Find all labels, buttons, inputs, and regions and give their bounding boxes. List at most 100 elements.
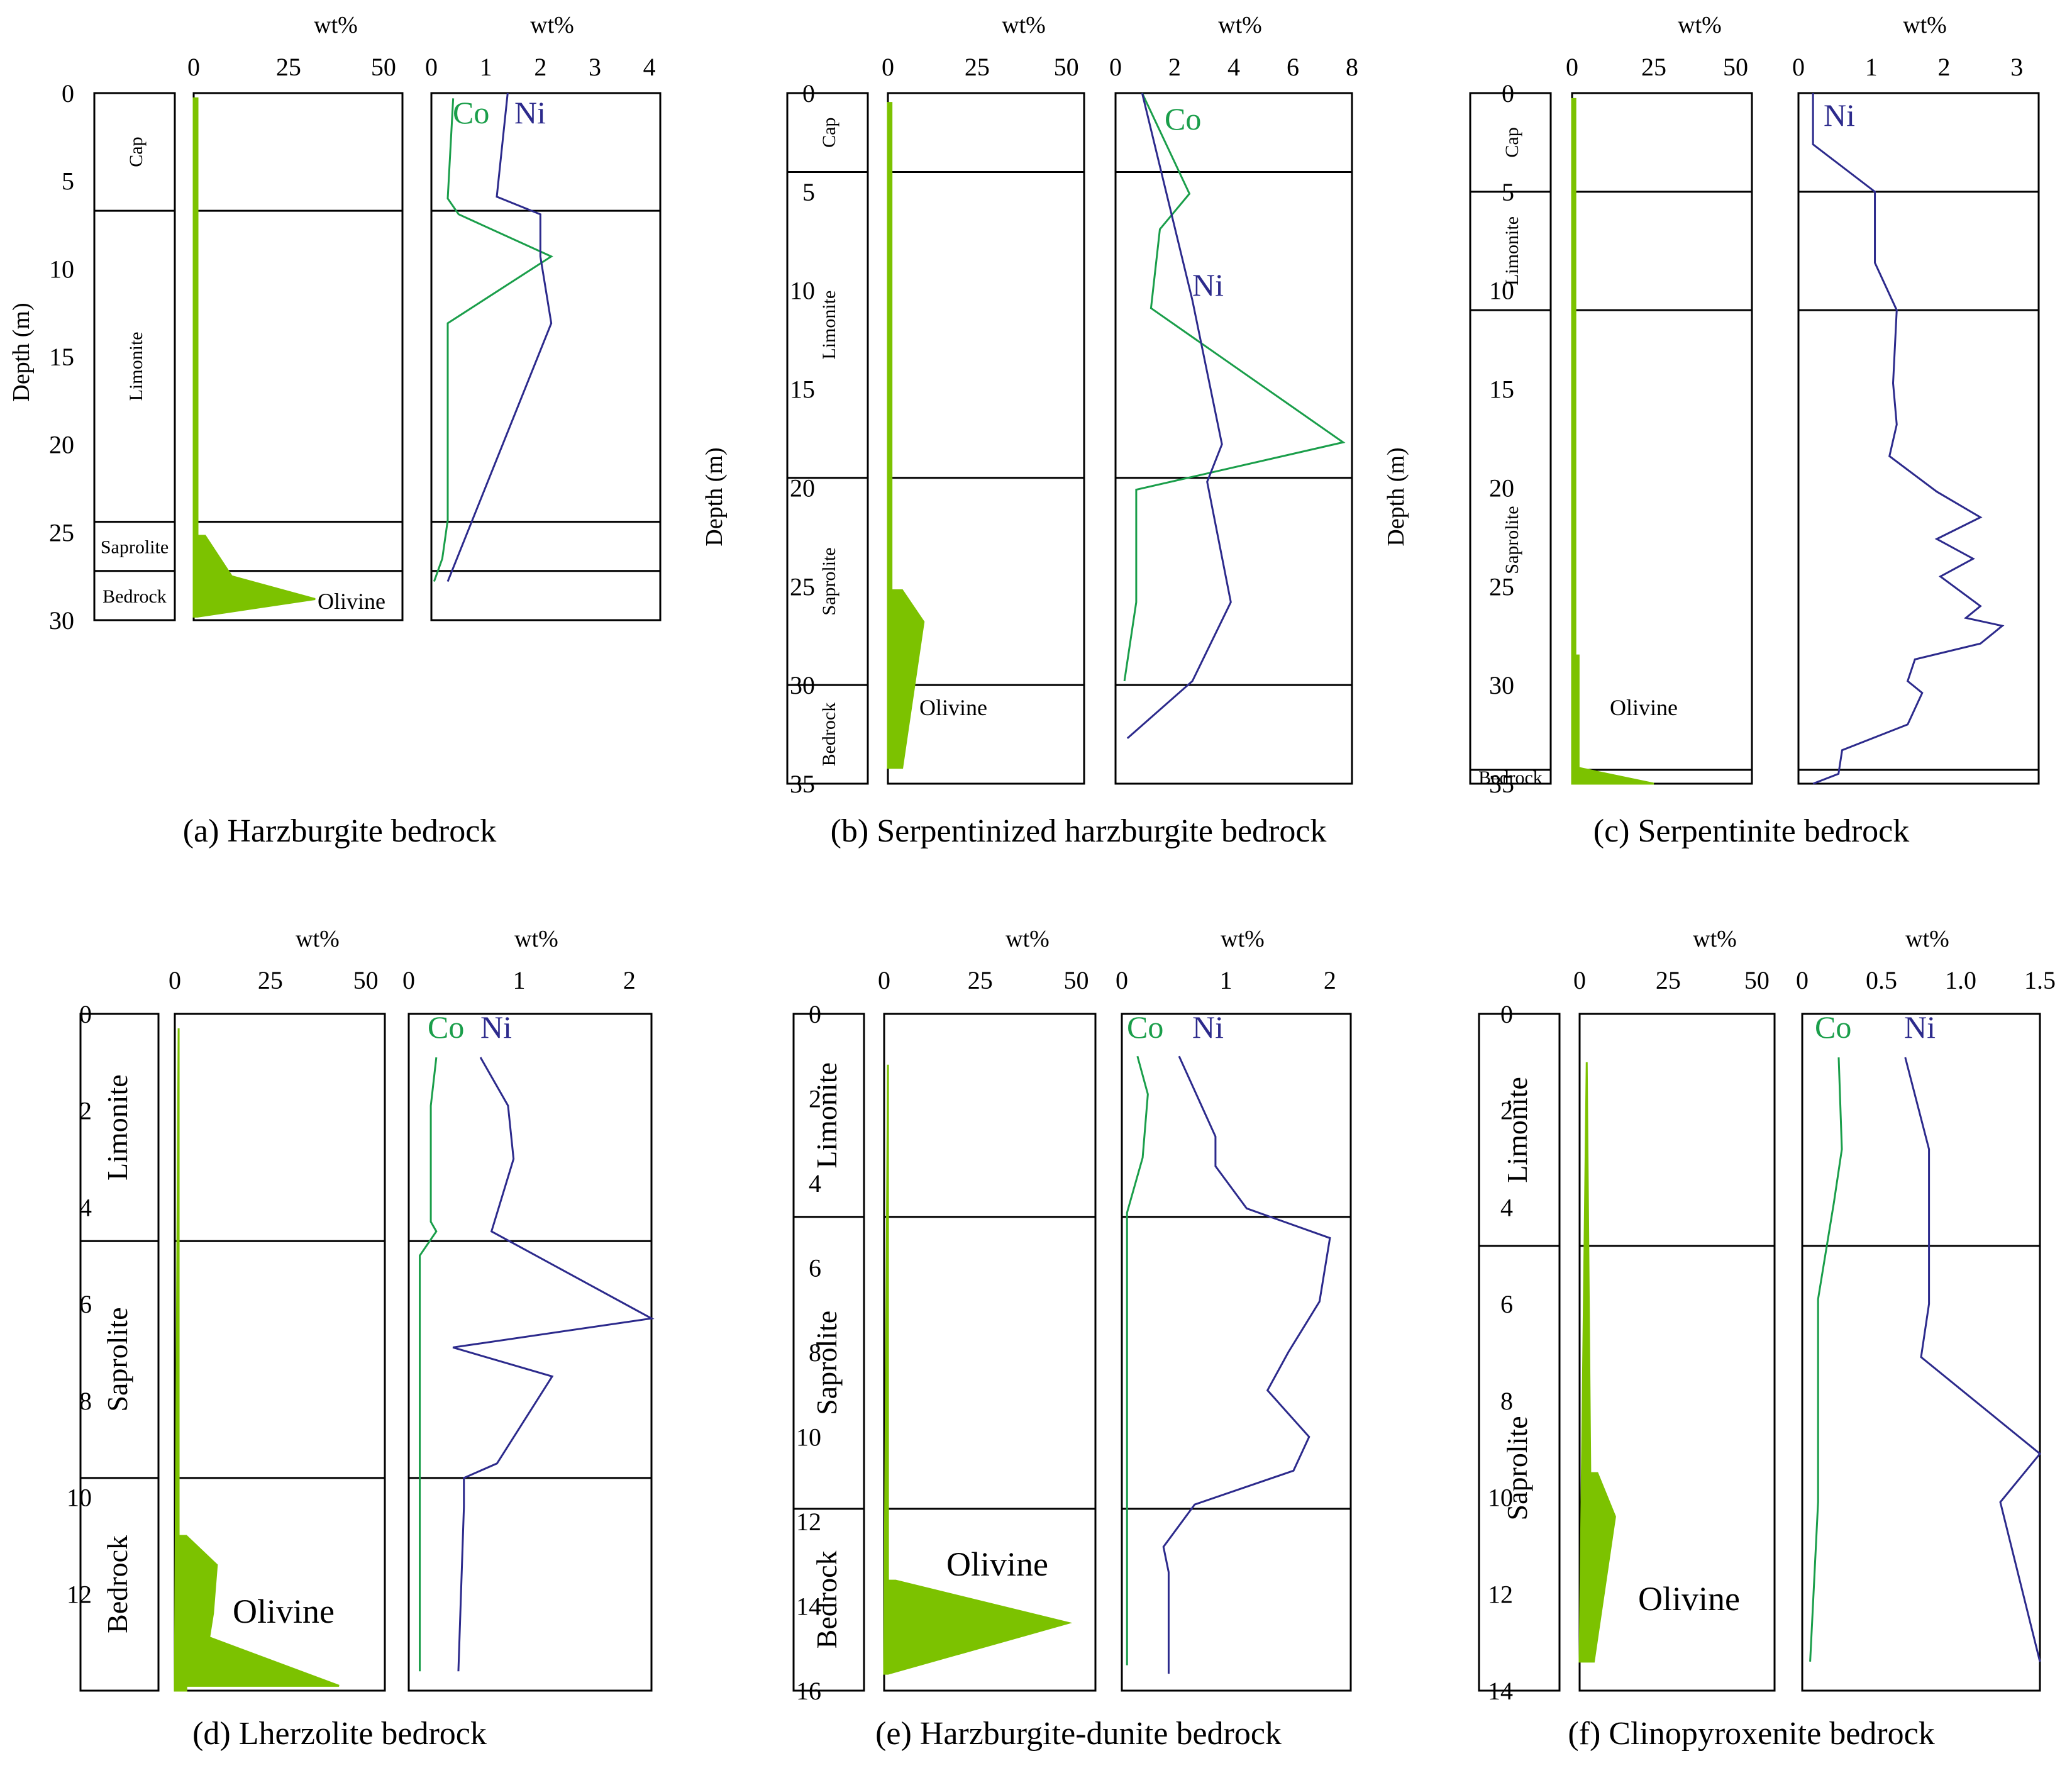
zone-label: Limonite [819,291,839,360]
zone-label: Limonite [126,331,147,401]
element-panel-frame [407,1013,653,1692]
olivine-label: Olivine [1638,1580,1740,1618]
depth-tick-label: 30 [1489,671,1514,699]
olivine-axis-label: wt% [314,12,358,38]
depth-axis-label: Depth (m) [1383,447,1409,546]
zone-label: Saprolite [811,1311,843,1415]
olivine-panel-frame [1571,92,1753,785]
olivine-tick-label: 0 [187,53,200,81]
depth-tick-label: 25 [1489,572,1514,601]
element-panel-frame [1121,1013,1352,1692]
olivine-tick-label: 0 [1566,53,1578,81]
depth-axis-label: Depth (m) [701,447,728,546]
panel-d: (d) Lherzolite bedrock024681012LimoniteS… [67,926,655,1752]
olivine-tick-label: 50 [1054,53,1079,81]
element-tick-label: 1.5 [2024,966,2056,994]
depth-tick-label: 2 [809,1085,821,1113]
depth-tick-label: 30 [49,606,74,635]
zone-label: Saprolite [1502,506,1522,574]
ni-line [1812,93,2005,785]
depth-tick-label: 10 [67,1484,92,1512]
depth-tick-label: 12 [67,1580,92,1608]
olivine-panel-frame [174,1013,386,1692]
olivine-tick-label: 25 [1656,966,1681,994]
lithology-column [792,1013,865,1692]
depth-tick-label: 15 [49,343,74,371]
panel-b: (b) Serpentinized harzburgite bedrock Dep… [701,12,1358,849]
zone-label: Cap [126,136,147,167]
zone-label: Limonite [1502,216,1522,286]
olivine-tick-label: 25 [1641,53,1666,81]
zone-label: Bedrock [1478,767,1543,788]
element-panel-frame [1797,92,2040,785]
olivine-panel-frame [192,92,404,621]
olivine-tick-label: 0 [878,966,890,994]
element-axis-label: wt% [1905,926,1949,952]
olivine-area [1578,1062,1616,1663]
olivine-axis-label: wt% [1693,926,1737,952]
element-tick-label: 4 [643,53,656,81]
zone-label: Limonite [1501,1077,1533,1183]
element-tick-label: 3 [589,53,601,81]
element-tick-label: 1 [1219,966,1232,994]
element-tick-label: 6 [1287,53,1299,81]
zone-label: Cap [819,118,839,148]
zone-label: Bedrock [101,1535,133,1633]
olivine-label: Olivine [318,589,385,614]
zone-label: Limonite [811,1062,843,1169]
depth-tick-label: 4 [1500,1193,1513,1221]
olivine-area [887,102,925,769]
ni-series-label: Ni [514,95,546,130]
co-line [1126,1055,1149,1665]
olivine-tick-label: 25 [965,53,990,81]
element-tick-label: 2 [1324,966,1336,994]
depth-tick-label: 10 [49,255,74,283]
olivine-tick-label: 50 [1723,53,1748,81]
element-tick-label: 4 [1227,53,1240,81]
element-tick-label: 2 [534,53,546,81]
element-axis-label: wt% [530,12,574,38]
olivine-area [192,97,316,618]
zone-label: Bedrock [819,703,839,767]
depth-tick-label: 12 [1488,1580,1513,1608]
co-line [1123,92,1346,682]
zone-label: Limonite [101,1074,133,1181]
element-panel-frame [1114,92,1353,785]
element-tick-label: 0 [1792,53,1805,81]
element-tick-label: 2 [623,966,636,994]
element-tick-label: 1.0 [1945,966,1976,994]
panel-caption: (f) Clinopyroxenite bedrock [1568,1716,1934,1752]
element-axis-label: wt% [514,926,558,952]
olivine-axis-label: wt% [296,926,340,952]
olivine-tick-label: 50 [353,966,379,994]
ni-line [1162,1055,1331,1674]
depth-tick-label: 4 [809,1169,821,1198]
element-tick-label: 0 [425,53,438,81]
depth-tick-label: 2 [1500,1097,1513,1125]
depth-tick-label: 12 [796,1508,821,1536]
depth-tick-label: 8 [809,1338,821,1367]
lithology-column [786,92,869,785]
zone-label: Cap [1502,127,1522,157]
depth-tick-label: 10 [790,277,815,305]
co-series-label: Co [1165,101,1201,136]
depth-tick-label: 8 [1500,1387,1513,1415]
co-series-label: Co [453,95,489,130]
ni-series-label: Ni [1192,267,1224,303]
olivine-label: Olivine [919,695,987,720]
panel-caption: (d) Lherzolite bedrock [192,1716,487,1752]
olivine-tick-label: 25 [258,966,283,994]
element-tick-label: 0 [1116,966,1128,994]
lithology-column [93,92,176,621]
co-line [1809,1057,1843,1662]
olivine-label: Olivine [233,1593,335,1630]
zone-label: Saprolite [1501,1416,1533,1520]
lithology-column [79,1013,160,1692]
element-axis-label: wt% [1221,926,1265,952]
olivine-label: Olivine [1610,695,1678,720]
depth-tick-label: 15 [790,375,815,404]
depth-tick-label: 0 [62,79,74,108]
olivine-axis-label: wt% [1678,12,1722,38]
element-tick-label: 3 [2010,53,2023,81]
